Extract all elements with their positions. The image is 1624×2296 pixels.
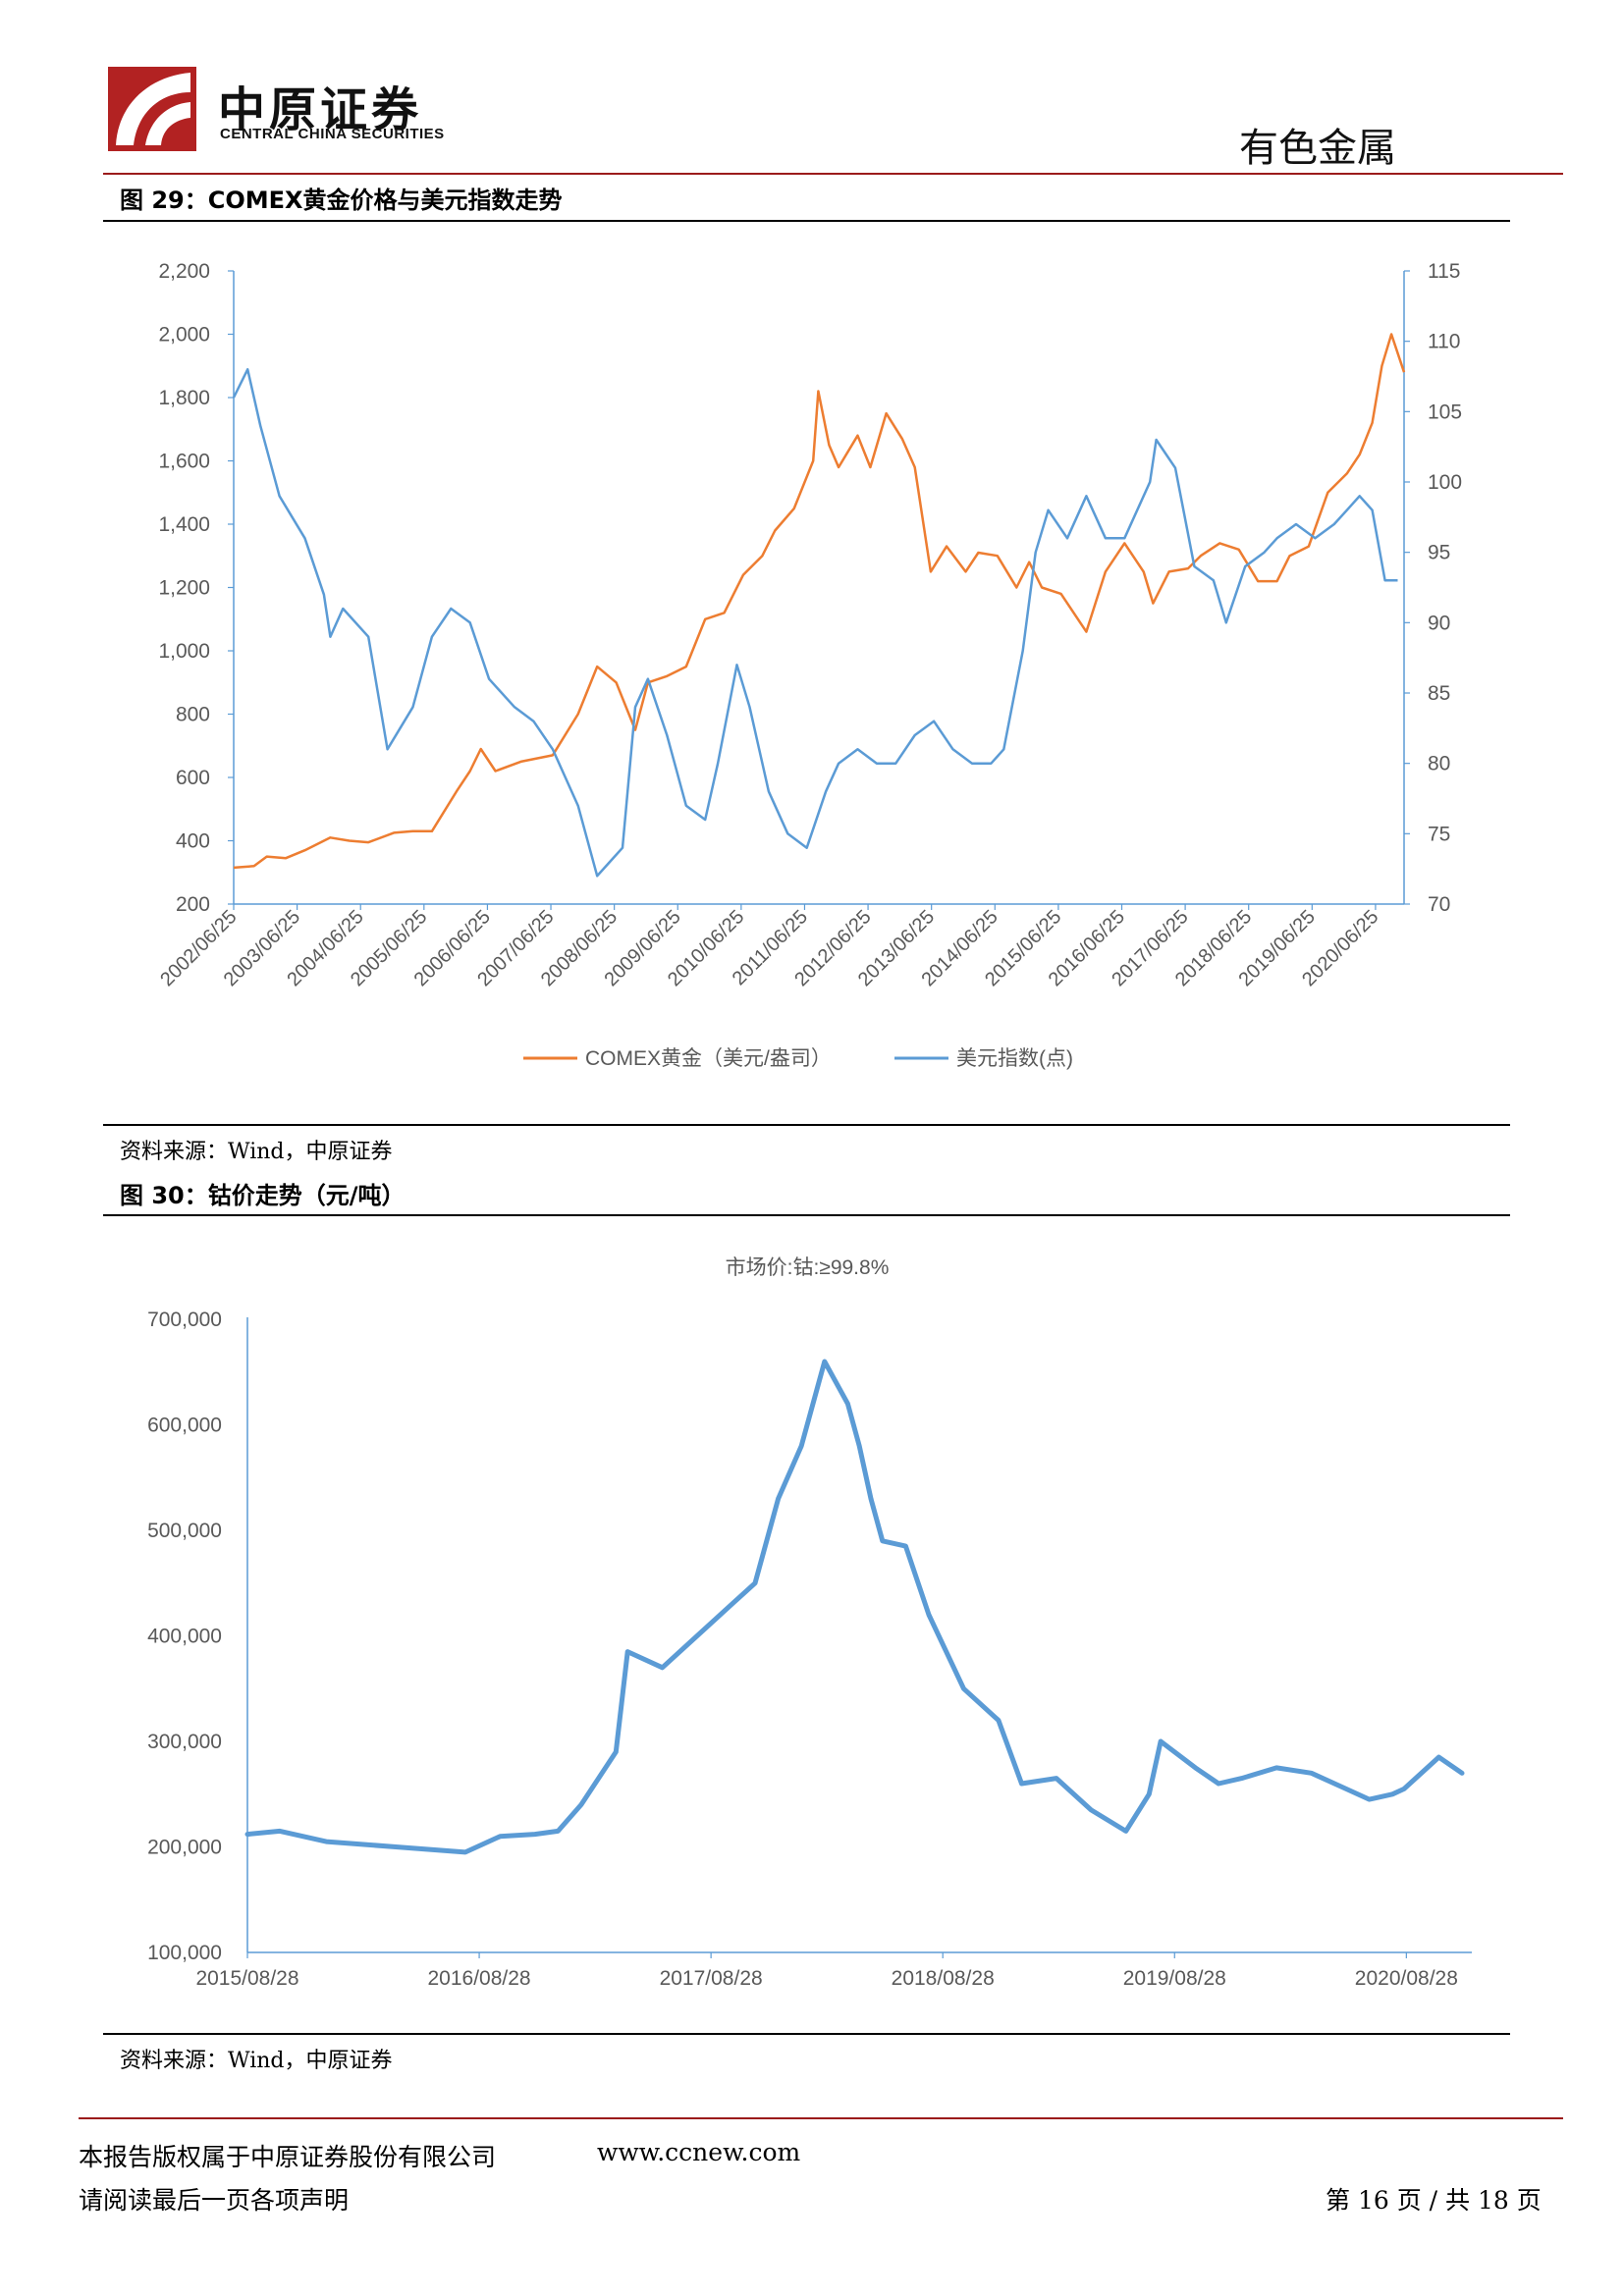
right-tick-label: 70 [1428, 893, 1450, 916]
left-tick-label: 2,000 [158, 324, 210, 347]
left-tick-label: 1,000 [158, 640, 210, 663]
y-tick-label: 700,000 [147, 1308, 222, 1331]
right-tick-label: 85 [1428, 682, 1450, 705]
header-divider [103, 173, 1563, 175]
logo [108, 67, 196, 151]
legend-usd-label: 美元指数(点) [956, 1047, 1073, 1070]
left-tick-label: 1,200 [158, 577, 210, 600]
footer-website[interactable]: www.ccnew.com [597, 2138, 801, 2166]
y-tick-label: 100,000 [147, 1942, 222, 1964]
figure-29-title: 图 29：COMEX黄金价格与美元指数走势 [120, 187, 563, 214]
left-tick-label: 1,800 [158, 387, 210, 409]
figure-29-top-rule [103, 220, 1510, 222]
industry-label: 有色金属 [1239, 126, 1396, 171]
left-tick-label: 200 [176, 893, 210, 916]
right-tick-label: 110 [1428, 331, 1460, 353]
right-tick-label: 105 [1428, 400, 1462, 423]
right-tick-label: 75 [1428, 823, 1450, 845]
left-tick-label: 1,600 [158, 451, 210, 473]
logo-mark-icon [108, 67, 196, 151]
x-tick-label: 2018/08/28 [892, 1967, 995, 1990]
gold-price-series-line [233, 333, 1406, 870]
figure-30-top-rule [103, 1214, 1510, 1216]
figure-30-bottom-rule [103, 2033, 1510, 2035]
figure-29-chart: 2,200 2,000 1,800 1,600 1,400 1,200 1,000 800 60… [156, 260, 1462, 1070]
x-tick-label: 2019/08/28 [1123, 1967, 1226, 1990]
figure-29-source: 资料来源：Wind，中原证券 [120, 1140, 393, 1164]
left-tick-label: 800 [176, 704, 210, 726]
y-tick-label: 200,000 [147, 1837, 222, 1859]
footer-notice: 请阅读最后一页各项声明 [79, 2186, 350, 2215]
usd-index-series-line [232, 368, 1398, 878]
figure-30-source: 资料来源：Wind，中原证券 [120, 2049, 393, 2073]
footer-copyright: 本报告版权属于中原证券股份有限公司 [79, 2143, 497, 2171]
x-tick-label: 2016/08/28 [428, 1967, 531, 1990]
y-tick-label: 300,000 [147, 1731, 222, 1753]
company-name-cn: 中原证券 [218, 82, 423, 137]
y-tick-label: 600,000 [147, 1415, 222, 1437]
footer-page-info: 第 16 页 / 共 18 页 [1326, 2186, 1542, 2215]
y-tick-label: 500,000 [147, 1520, 222, 1542]
right-tick-label: 95 [1428, 542, 1450, 564]
right-tick-label: 80 [1428, 753, 1450, 775]
left-tick-label: 2,200 [158, 260, 210, 283]
left-tick-label: 1,400 [158, 513, 210, 536]
x-tick-label: 2017/08/28 [660, 1967, 763, 1990]
y-tick-label: 400,000 [147, 1626, 222, 1648]
figure-29-bottom-rule [103, 1124, 1510, 1126]
footer-divider [79, 2117, 1563, 2119]
cobalt-price-series-line [244, 1359, 1465, 1855]
legend-gold-label: COMEX黄金（美元/盎司） [585, 1047, 832, 1070]
right-tick-label: 90 [1428, 612, 1450, 634]
right-tick-label: 115 [1428, 260, 1460, 283]
x-tick-label: 2015/08/28 [195, 1967, 298, 1990]
chart-30-title: 市场价:钴:≥99.8% [726, 1256, 890, 1279]
left-tick-label: 600 [176, 767, 210, 789]
left-tick-label: 400 [176, 830, 210, 853]
right-tick-label: 100 [1428, 471, 1462, 494]
figure-30-chart: 市场价:钴:≥99.8% 700,000 600,000 500,000 400,000… [147, 1256, 1472, 1990]
x-tick-label: 2020/08/28 [1355, 1967, 1458, 1990]
figure-30-title: 图 30：钴价走势（元/吨） [120, 1182, 406, 1209]
company-name-en: CENTRAL CHINA SECURITIES [220, 126, 445, 142]
